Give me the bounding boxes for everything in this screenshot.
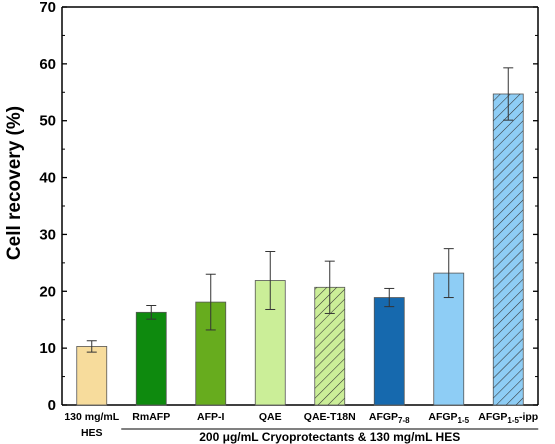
category-label-line2: HES <box>81 427 103 439</box>
y-axis-title: Cell recovery (%) <box>4 106 25 260</box>
y-tick-label: 50 <box>39 113 56 130</box>
y-tick-label: 40 <box>39 170 56 187</box>
y-tick-label: 10 <box>39 340 56 357</box>
bar-hatch <box>493 93 524 406</box>
category-label: AFGP1-5 <box>428 411 469 425</box>
category-label: 130 mg/mL <box>64 411 119 423</box>
y-tick-label: 30 <box>39 226 56 243</box>
y-tick-label: 60 <box>39 56 56 73</box>
y-tick-label: 20 <box>39 283 56 300</box>
category-label: AFP-I <box>197 411 224 423</box>
category-label: QAE <box>259 411 282 423</box>
category-label: AFGP1-5-ipp <box>478 411 538 425</box>
y-tick-label: 0 <box>48 397 56 414</box>
bar <box>135 311 167 406</box>
category-label: AFGP7-8 <box>369 411 410 425</box>
bar <box>373 297 405 406</box>
bar <box>76 346 108 406</box>
group-label: 200 μg/mL Cryoprotectants & 130 mg/mL HE… <box>199 430 460 444</box>
plot-area: 0 10 20 30 40 50 60 70 130 mg/mL HES RmAFP AFP-I QAE… <box>39 0 539 444</box>
category-label: QAE-T18N <box>304 411 356 423</box>
category-label: RmAFP <box>132 411 170 423</box>
y-tick-label: 70 <box>39 0 56 16</box>
